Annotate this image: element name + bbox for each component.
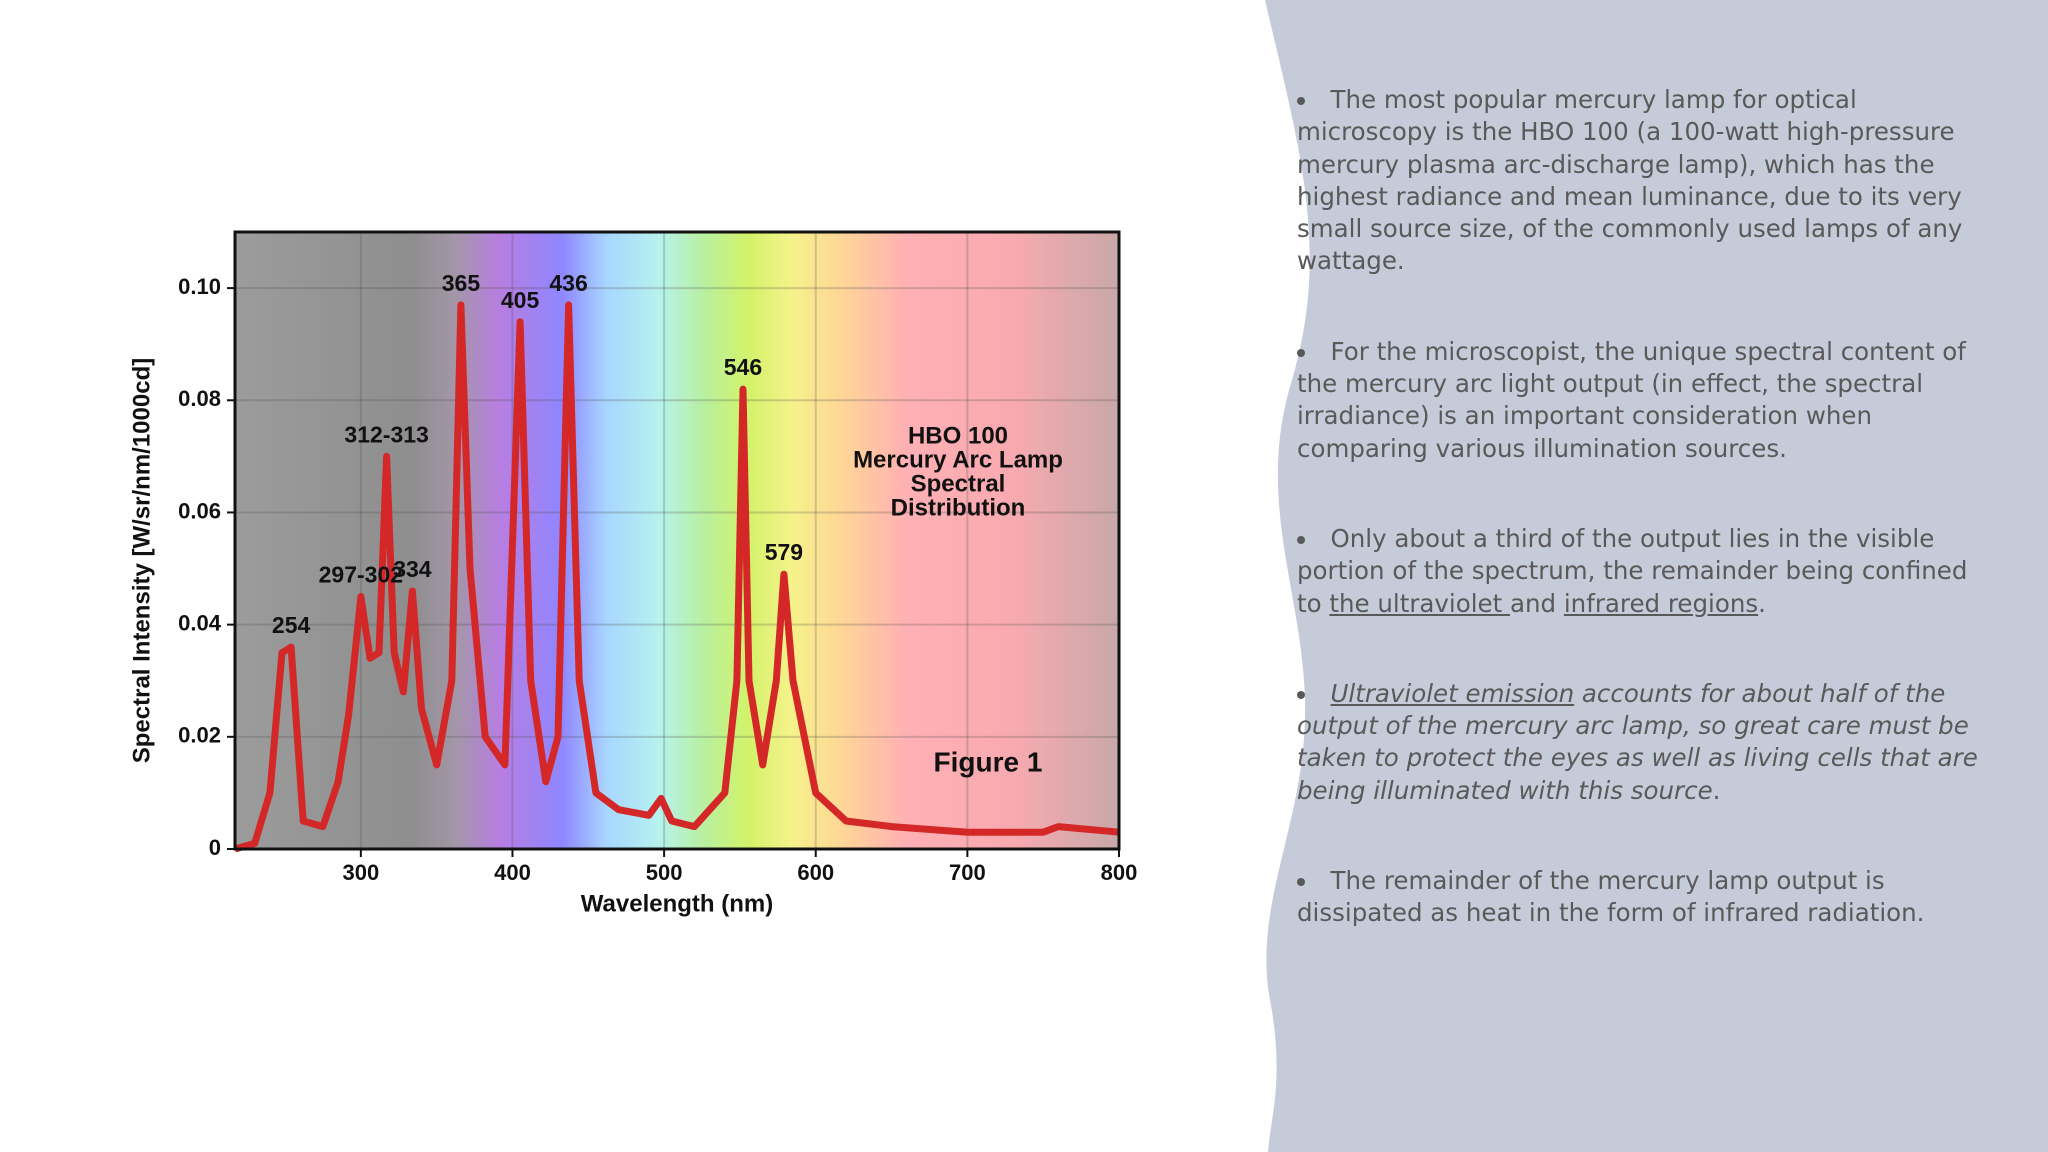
bullet-text: The remainder of the mercury lamp output…	[1297, 866, 1925, 928]
bullet-list: The most popular mercury lamp for optica…	[1297, 84, 1987, 988]
plot-frame	[233, 230, 1121, 851]
y-axis-label: Spectral Intensity [W/sr/nm/1000cd]	[128, 358, 155, 763]
x-tick-label: 400	[494, 860, 531, 885]
chart-title: Distribution	[891, 494, 1026, 521]
y-tick-label: 0.08	[178, 386, 221, 411]
peak-label: 297-302	[319, 562, 403, 588]
y-tick-label: 0.02	[178, 723, 221, 748]
peak-label: 254	[272, 612, 311, 638]
bullet-text: and	[1509, 588, 1564, 618]
link-text[interactable]: infrared regions	[1563, 588, 1759, 618]
wave-panel	[1265, 0, 2048, 1152]
bullet: Only about a third of the output lies in…	[1297, 523, 1987, 620]
figure-label: Figure 1	[934, 746, 1043, 777]
chart-title: HBO 100	[908, 422, 1008, 449]
peak-label: 405	[501, 287, 540, 313]
x-tick-label: 500	[646, 860, 683, 885]
y-tick-label: 0.10	[178, 274, 221, 299]
peak-label: 436	[549, 270, 587, 296]
y-tick-label: 0.06	[178, 498, 221, 523]
link-text[interactable]: the ultraviolet	[1329, 588, 1510, 618]
bullet: The most popular mercury lamp for optica…	[1297, 84, 1987, 278]
x-tick-label: 700	[949, 860, 986, 885]
bullet-text: .	[1758, 588, 1766, 618]
plot	[234, 301, 1120, 853]
peak-label: 546	[724, 354, 762, 380]
bullet-text: .	[1712, 775, 1721, 805]
y-tick-label: 0.04	[178, 610, 222, 635]
chart-title: Mercury Arc Lamp	[853, 446, 1063, 473]
x-axis-label: Wavelength (nm)	[581, 890, 773, 917]
chart: 0 0.02 0.04 0.06 0.08 0.10 300 400 500 600 700 800 W…	[128, 230, 1137, 917]
bullet: The remainder of the mercury lamp output…	[1297, 865, 1987, 930]
bullet-text: The most popular mercury lamp for optica…	[1297, 85, 1963, 276]
bullet-text: Only about a third of the output lies in…	[1297, 523, 1968, 618]
peak-label: 365	[442, 270, 481, 296]
peak-label: 579	[765, 539, 803, 565]
peak-label: 334	[393, 556, 432, 582]
link-text[interactable]: Ultraviolet emission	[1330, 678, 1575, 708]
bullet: Ultraviolet emission accounts for about …	[1297, 678, 1987, 807]
chart-title: Spectral	[911, 470, 1006, 497]
series-line	[234, 301, 1120, 853]
x-tick-label: 600	[797, 860, 834, 885]
x-tick-label: 800	[1101, 860, 1138, 885]
bullet: For the microscopist, the unique spectra…	[1297, 336, 1987, 465]
peak-label: 312-313	[344, 421, 428, 447]
labels: 0 0.02 0.04 0.06 0.08 0.10 300 400 500 600 700 800 W…	[128, 270, 1137, 917]
bullet-text: For the microscopist, the unique spectra…	[1297, 336, 1966, 463]
bullet-text: accounts for about half of the output of…	[1297, 678, 1978, 805]
y-tick-label: 0	[209, 835, 221, 860]
x-tick-label: 300	[342, 860, 379, 885]
